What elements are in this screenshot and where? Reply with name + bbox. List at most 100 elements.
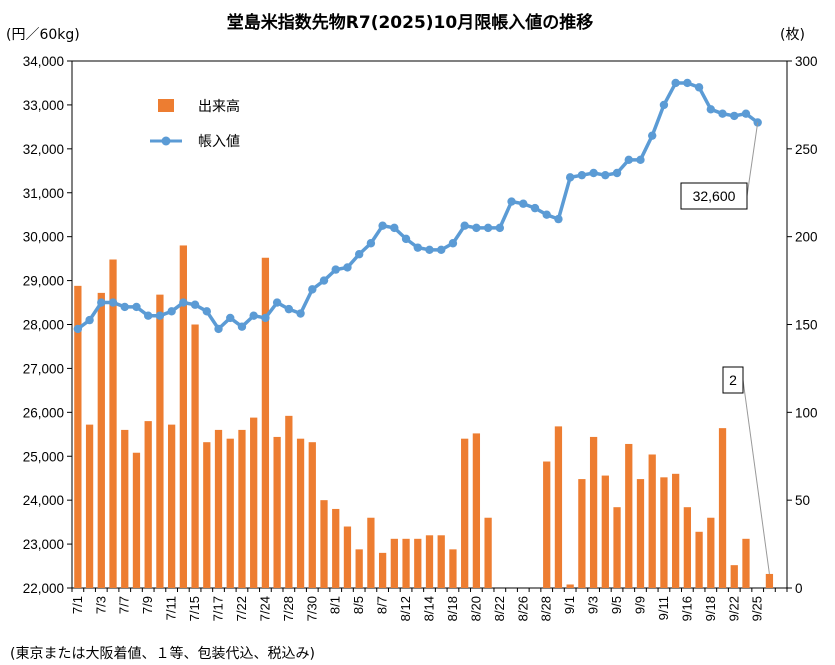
volume-bar xyxy=(343,526,352,588)
left-tick-label: 30,000 xyxy=(23,230,64,245)
volume-bar xyxy=(320,500,328,588)
volume-bar xyxy=(156,294,164,588)
price-marker xyxy=(683,78,692,88)
x-tick-label: 7/22 xyxy=(234,596,249,621)
left-axis-unit: (円／60kg) xyxy=(6,27,80,43)
left-tick-label: 28,000 xyxy=(23,318,64,333)
x-tick-label: 8/18 xyxy=(445,596,460,621)
price-marker xyxy=(73,324,83,334)
volume-bar xyxy=(308,442,316,588)
price-marker xyxy=(671,78,680,88)
x-tick-label: 9/18 xyxy=(703,596,718,621)
right-axis-unit: (枚) xyxy=(780,27,805,43)
price-marker xyxy=(413,243,422,252)
price-marker xyxy=(706,105,716,114)
x-tick-label: 7/17 xyxy=(211,596,226,621)
right-tick-label: 150 xyxy=(795,318,818,333)
price-marker xyxy=(448,239,458,248)
volume-bar xyxy=(285,415,293,588)
left-tick-label: 29,000 xyxy=(23,274,64,289)
x-tick-label: 9/16 xyxy=(679,596,694,621)
price-marker xyxy=(460,221,469,230)
x-tick-label: 8/20 xyxy=(468,596,483,621)
volume-bar xyxy=(273,436,281,588)
right-tick-label: 200 xyxy=(795,230,818,245)
price-marker xyxy=(272,298,282,307)
volume-bar xyxy=(566,584,574,588)
price-marker xyxy=(190,300,200,309)
price-marker xyxy=(343,263,352,272)
price-marker xyxy=(319,276,329,285)
price-marker xyxy=(554,214,563,224)
price-marker xyxy=(741,109,751,118)
callout-box-volume xyxy=(722,366,744,394)
left-tick-label: 31,000 xyxy=(23,186,64,201)
price-marker xyxy=(331,265,340,274)
callout-label-price: 32,600 xyxy=(693,188,736,204)
volume-bar xyxy=(765,573,774,588)
x-tick-label: 9/25 xyxy=(750,596,765,621)
right-tick-label: 50 xyxy=(795,493,810,508)
price-marker xyxy=(226,313,235,323)
price-marker xyxy=(730,111,739,121)
volume-bar xyxy=(543,461,551,588)
left-tick-label: 27,000 xyxy=(23,361,64,376)
x-tick-label: 9/22 xyxy=(726,596,741,621)
price-marker xyxy=(366,239,376,248)
price-marker xyxy=(378,221,387,230)
callout-box-price xyxy=(680,182,748,210)
price-marker xyxy=(261,313,270,323)
price-marker xyxy=(437,245,446,255)
x-tick-label: 8/22 xyxy=(492,596,507,621)
price-marker xyxy=(167,307,176,316)
volume-bar xyxy=(332,508,340,588)
x-tick-label: 8/5 xyxy=(351,596,366,614)
x-tick-label: 7/7 xyxy=(117,596,132,614)
volume-bar xyxy=(461,438,469,588)
x-tick-label: 9/5 xyxy=(609,596,624,614)
x-tick-label: 7/28 xyxy=(281,596,296,621)
volume-bar xyxy=(214,429,223,588)
volume-bar xyxy=(414,538,422,588)
price-marker xyxy=(612,168,622,178)
right-tick-label: 100 xyxy=(795,405,818,420)
volume-bar xyxy=(132,452,141,588)
price-marker xyxy=(718,109,727,118)
price-marker xyxy=(472,223,481,233)
volume-bar xyxy=(378,552,387,588)
volume-bar xyxy=(554,426,563,588)
volume-bar xyxy=(707,517,715,588)
price-marker xyxy=(390,223,399,233)
price-marker xyxy=(108,298,118,307)
price-marker xyxy=(694,83,704,92)
left-tick-label: 22,000 xyxy=(23,581,64,596)
callout-leader-volume xyxy=(742,379,770,575)
x-tick-label: 8/26 xyxy=(515,596,530,621)
volume-bar xyxy=(390,538,398,588)
legend-line-marker xyxy=(161,136,171,146)
volume-bar xyxy=(648,454,656,588)
price-marker xyxy=(565,173,575,182)
volume-bar xyxy=(261,257,270,588)
volume-bar xyxy=(109,259,117,588)
x-tick-label: 7/15 xyxy=(187,596,202,621)
callout-label-volume: 2 xyxy=(729,372,737,388)
price-marker xyxy=(249,311,258,320)
x-tick-label: 8/1 xyxy=(328,596,343,614)
volume-bar xyxy=(250,417,258,588)
volume-bar xyxy=(402,538,410,588)
price-marker xyxy=(120,302,129,312)
price-marker xyxy=(296,309,305,318)
price-marker xyxy=(132,302,141,312)
left-tick-label: 25,000 xyxy=(23,449,64,464)
x-tick-label: 7/30 xyxy=(304,596,319,621)
left-tick-label: 26,000 xyxy=(23,405,64,420)
volume-bar xyxy=(85,424,94,588)
volume-bar xyxy=(730,565,738,588)
price-marker xyxy=(237,322,247,331)
price-marker xyxy=(284,304,294,314)
volume-bar xyxy=(97,292,105,588)
x-tick-label: 7/3 xyxy=(93,596,108,614)
volume-bar xyxy=(203,442,211,588)
